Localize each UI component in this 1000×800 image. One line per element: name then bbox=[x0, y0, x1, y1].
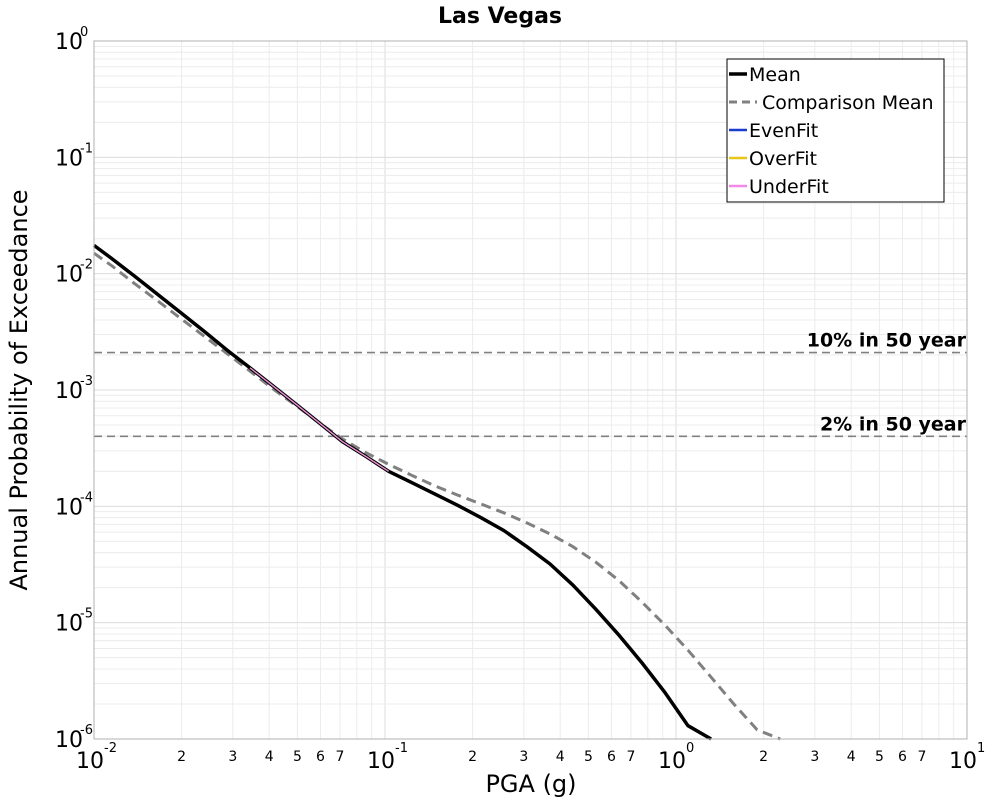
x-minor-tick-label: 3 bbox=[519, 749, 528, 765]
y-tick-label: 10 bbox=[55, 612, 83, 637]
x-minor-tick-label: 4 bbox=[556, 749, 565, 765]
x-minor-tick-label: 7 bbox=[335, 749, 344, 765]
x-minor-tick-label: 4 bbox=[265, 749, 274, 765]
x-minor-tick-label: 2 bbox=[759, 749, 768, 765]
legend-label: Mean bbox=[749, 64, 801, 86]
y-tick-exponent: 0 bbox=[80, 25, 88, 40]
y-tick-exponent: -2 bbox=[80, 258, 93, 273]
x-tick-label: 10 bbox=[76, 749, 104, 774]
series-line-comparison-mean bbox=[93, 251, 781, 741]
reference-lines: 10% in 50 year 2% in 50 year bbox=[94, 330, 967, 438]
legend-label: UnderFit bbox=[749, 176, 829, 198]
x-minor-tick-label: 6 bbox=[316, 749, 325, 765]
y-axis-label: Annual Probability of Exceedance bbox=[5, 189, 33, 590]
x-minor-tick-label: 7 bbox=[626, 749, 635, 765]
y-tick-label: 10 bbox=[55, 379, 83, 404]
series-line-mean bbox=[92, 243, 712, 741]
x-minor-tick-label: 6 bbox=[898, 749, 907, 765]
y-tick-label: 10 bbox=[55, 728, 83, 753]
x-tick-exponent: -2 bbox=[104, 741, 117, 756]
reference-line-label: 10% in 50 year bbox=[807, 330, 967, 352]
x-minor-tick-label: 2 bbox=[177, 749, 186, 765]
x-minor-tick-label: 3 bbox=[810, 749, 819, 765]
x-tick-label: 10 bbox=[658, 749, 686, 774]
y-tick-exponent: -1 bbox=[80, 141, 93, 156]
x-tick-label: 10 bbox=[949, 749, 977, 774]
y-tick-label: 10 bbox=[55, 30, 83, 55]
x-tick-label: 10 bbox=[367, 749, 395, 774]
x-minor-tick-label: 4 bbox=[847, 749, 856, 765]
legend: Mean Comparison Mean EvenFit OverFit UnderFi… bbox=[726, 58, 945, 203]
x-minor-tick-label: 5 bbox=[875, 749, 884, 765]
y-tick-label: 10 bbox=[55, 263, 83, 288]
legend-label: Comparison Mean bbox=[762, 92, 934, 114]
legend-box bbox=[726, 58, 945, 203]
y-tick-exponent: -5 bbox=[80, 607, 93, 622]
x-minor-tick-label: 7 bbox=[917, 749, 926, 765]
x-minor-tick-label: 6 bbox=[607, 749, 616, 765]
legend-label: OverFit bbox=[749, 148, 817, 170]
reference-line-label: 2% in 50 year bbox=[820, 413, 967, 435]
y-tick-exponent: -6 bbox=[80, 723, 93, 738]
chart-title: Las Vegas bbox=[438, 4, 562, 29]
x-tick-exponent: -1 bbox=[395, 741, 408, 756]
y-tick-label: 10 bbox=[55, 146, 83, 171]
plot-frame bbox=[93, 40, 968, 740]
x-minor-tick-label: 5 bbox=[584, 749, 593, 765]
x-tick-exponent: 0 bbox=[686, 741, 694, 756]
x-minor-tick-label: 5 bbox=[293, 749, 302, 765]
series-layer bbox=[92, 243, 781, 741]
x-tick-exponent: 1 bbox=[977, 741, 985, 756]
y-tick-exponent: -3 bbox=[80, 374, 93, 389]
series-line-underfit bbox=[249, 367, 389, 472]
grid bbox=[93, 41, 967, 740]
y-tick-label: 10 bbox=[55, 495, 83, 520]
x-minor-tick-label: 3 bbox=[228, 749, 237, 765]
x-minor-tick-label: 2 bbox=[468, 749, 477, 765]
y-tick-exponent: -4 bbox=[80, 490, 93, 505]
x-axis-label: PGA (g) bbox=[485, 770, 576, 798]
legend-label: EvenFit bbox=[749, 120, 818, 142]
